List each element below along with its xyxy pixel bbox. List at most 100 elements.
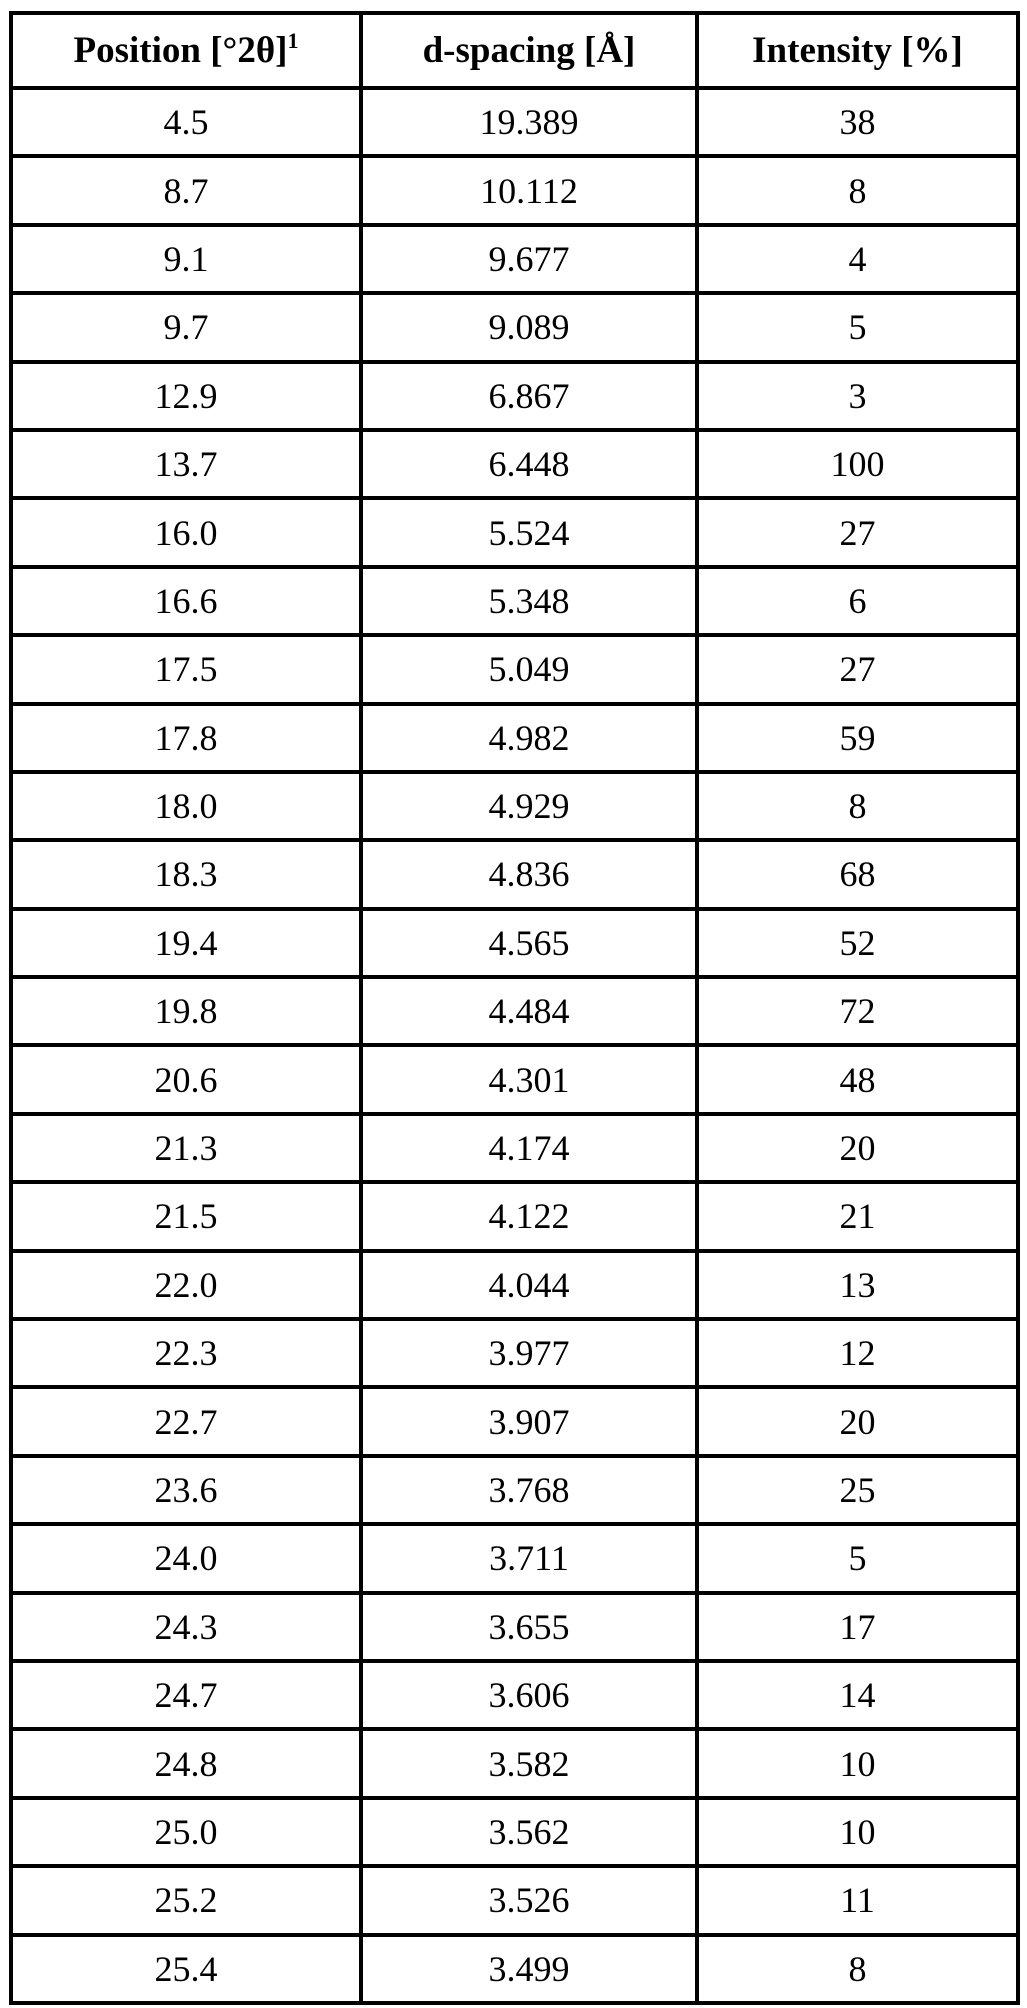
d-spacing-cell: 4.301 [361,1045,697,1113]
position-cell: 25.4 [11,1935,361,2003]
position-cell: 18.3 [11,840,361,908]
table-row: 17.55.04927 [11,635,1018,703]
position-cell: 13.7 [11,430,361,498]
d-spacing-cell: 4.836 [361,840,697,908]
position-cell: 17.5 [11,635,361,703]
d-spacing-cell: 4.929 [361,772,697,840]
intensity-cell: 11 [697,1866,1018,1934]
d-spacing-cell: 3.768 [361,1456,697,1524]
header-intensity: Intensity [%] [697,13,1018,88]
table-row: 24.83.58210 [11,1729,1018,1797]
table-row: 16.65.3486 [11,567,1018,635]
intensity-cell: 17 [697,1593,1018,1661]
intensity-cell: 13 [697,1251,1018,1319]
footnote-marker: 1 [287,28,298,53]
d-spacing-cell: 4.565 [361,909,697,977]
d-spacing-cell: 3.562 [361,1798,697,1866]
table-row: 13.76.448100 [11,430,1018,498]
position-cell: 16.0 [11,498,361,566]
intensity-cell: 48 [697,1045,1018,1113]
table-row: 19.84.48472 [11,977,1018,1045]
table-row: 22.73.90720 [11,1387,1018,1455]
d-spacing-cell: 4.174 [361,1114,697,1182]
intensity-cell: 20 [697,1114,1018,1182]
position-cell: 24.0 [11,1524,361,1592]
table-row: 8.710.1128 [11,156,1018,224]
position-cell: 17.8 [11,704,361,772]
table-row: 9.79.0895 [11,293,1018,361]
intensity-cell: 4 [697,225,1018,293]
intensity-cell: 20 [697,1387,1018,1455]
position-cell: 21.3 [11,1114,361,1182]
intensity-cell: 72 [697,977,1018,1045]
position-cell: 25.2 [11,1866,361,1934]
table-row: 9.19.6774 [11,225,1018,293]
position-cell: 12.9 [11,362,361,430]
xrd-peak-table: Position [°2θ]1 d-spacing [Å] Intensity … [9,11,1020,2005]
table-row: 18.34.83668 [11,840,1018,908]
table-row: 16.05.52427 [11,498,1018,566]
header-row: Position [°2θ]1 d-spacing [Å] Intensity … [11,13,1018,88]
d-spacing-cell: 4.122 [361,1182,697,1250]
header-position-label: Position [°2θ] [74,30,288,71]
intensity-cell: 5 [697,293,1018,361]
position-cell: 8.7 [11,156,361,224]
table-row: 12.96.8673 [11,362,1018,430]
position-cell: 22.0 [11,1251,361,1319]
d-spacing-cell: 5.049 [361,635,697,703]
d-spacing-cell: 5.348 [361,567,697,635]
position-cell: 24.7 [11,1661,361,1729]
position-cell: 24.3 [11,1593,361,1661]
d-spacing-cell: 3.907 [361,1387,697,1455]
position-cell: 19.8 [11,977,361,1045]
table-row: 21.34.17420 [11,1114,1018,1182]
table-row: 18.04.9298 [11,772,1018,840]
position-cell: 9.1 [11,225,361,293]
intensity-cell: 68 [697,840,1018,908]
d-spacing-cell: 3.582 [361,1729,697,1797]
d-spacing-cell: 9.089 [361,293,697,361]
intensity-cell: 38 [697,88,1018,156]
table-row: 25.23.52611 [11,1866,1018,1934]
position-cell: 23.6 [11,1456,361,1524]
d-spacing-cell: 3.526 [361,1866,697,1934]
position-cell: 24.8 [11,1729,361,1797]
d-spacing-cell: 4.044 [361,1251,697,1319]
position-cell: 16.6 [11,567,361,635]
position-cell: 22.3 [11,1319,361,1387]
intensity-cell: 10 [697,1729,1018,1797]
table-body: 4.519.389388.710.11289.19.67749.79.08951… [11,88,1018,2003]
d-spacing-cell: 4.484 [361,977,697,1045]
intensity-cell: 14 [697,1661,1018,1729]
intensity-cell: 27 [697,635,1018,703]
table-row: 17.84.98259 [11,704,1018,772]
header-d-spacing-label: d-spacing [Å] [423,30,636,71]
header-intensity-label: Intensity [%] [752,30,963,71]
header-d-spacing: d-spacing [Å] [361,13,697,88]
table-row: 23.63.76825 [11,1456,1018,1524]
d-spacing-cell: 10.112 [361,156,697,224]
d-spacing-cell: 3.499 [361,1935,697,2003]
header-position: Position [°2θ]1 [11,13,361,88]
intensity-cell: 59 [697,704,1018,772]
table-row: 20.64.30148 [11,1045,1018,1113]
table-row: 21.54.12221 [11,1182,1018,1250]
table-row: 24.33.65517 [11,1593,1018,1661]
position-cell: 18.0 [11,772,361,840]
intensity-cell: 10 [697,1798,1018,1866]
table-row: 22.33.97712 [11,1319,1018,1387]
d-spacing-cell: 3.655 [361,1593,697,1661]
intensity-cell: 3 [697,362,1018,430]
d-spacing-cell: 9.677 [361,225,697,293]
intensity-cell: 8 [697,156,1018,224]
table-row: 22.04.04413 [11,1251,1018,1319]
table-row: 24.73.60614 [11,1661,1018,1729]
intensity-cell: 100 [697,430,1018,498]
intensity-cell: 25 [697,1456,1018,1524]
position-cell: 19.4 [11,909,361,977]
intensity-cell: 21 [697,1182,1018,1250]
d-spacing-cell: 3.711 [361,1524,697,1592]
table-row: 19.44.56552 [11,909,1018,977]
d-spacing-cell: 19.389 [361,88,697,156]
position-cell: 21.5 [11,1182,361,1250]
